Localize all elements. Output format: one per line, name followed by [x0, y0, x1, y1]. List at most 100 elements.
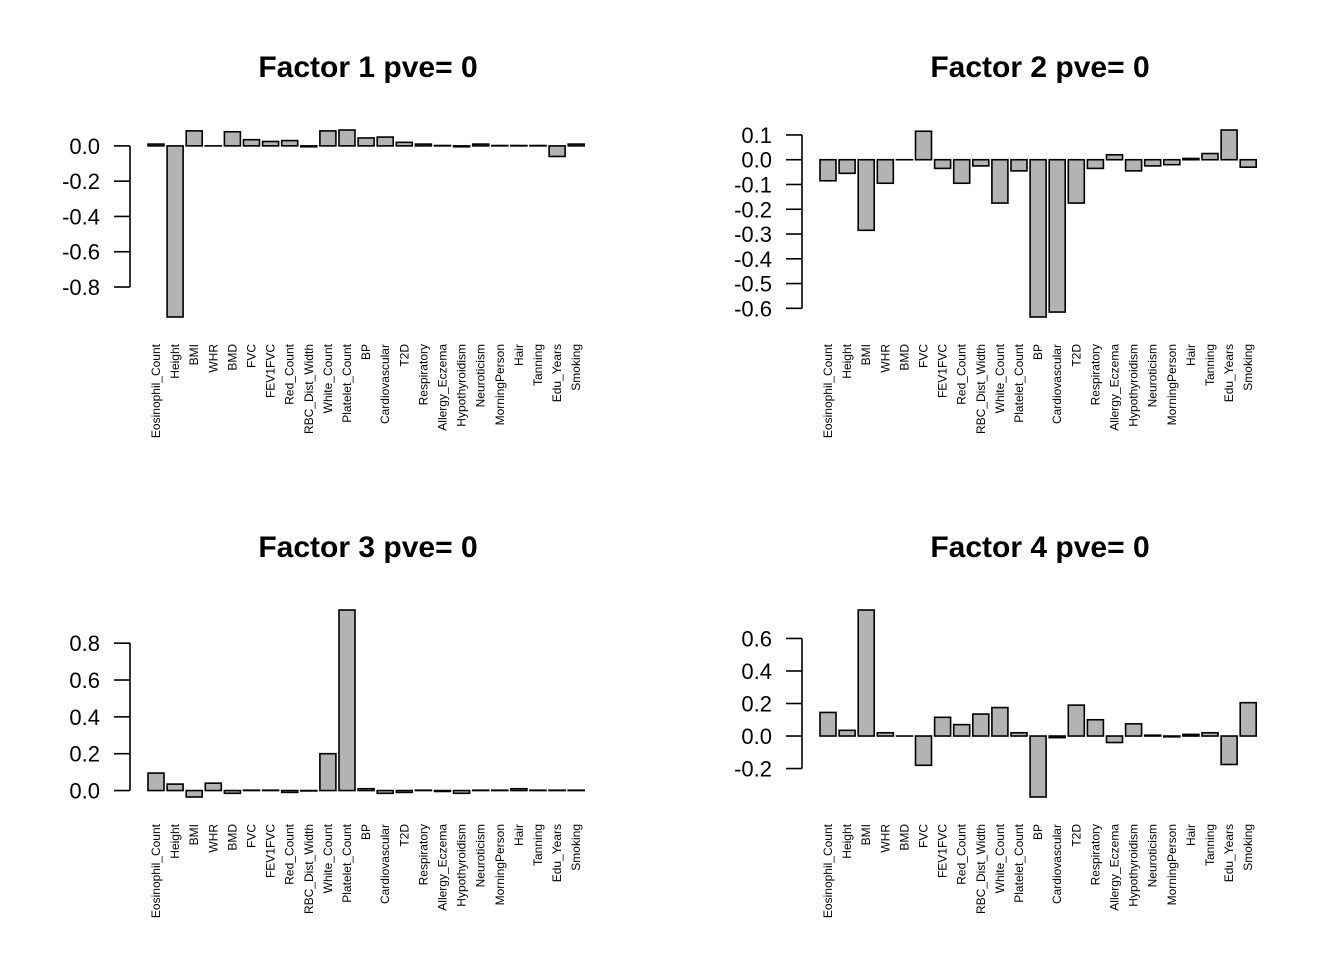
y-tick-label: 0.2 [741, 692, 772, 717]
y-tick-label: 0.6 [741, 626, 772, 651]
bar-T2D [1067, 704, 1086, 737]
bar-Red_Count [280, 789, 299, 794]
x-tick-label: Cardiovascular [1050, 344, 1064, 424]
bar-T2D [395, 789, 414, 794]
y-tick-label: -0.3 [734, 222, 772, 247]
x-tick-label: T2D [397, 824, 411, 847]
bar-White_Count [319, 752, 337, 792]
bar-Edu_Years [1220, 735, 1238, 766]
x-tick-label: Allergy_Eczema [1108, 344, 1122, 431]
x-tick-label: Cardiovascular [378, 344, 392, 424]
bar-White_Count [991, 158, 1009, 204]
bar-Platelet_Count [1010, 158, 1028, 172]
bar-FEV1FVC [933, 716, 952, 737]
bar-FEV1FVC [933, 158, 952, 170]
factor-2-panel: Factor 2 pve= 0 Eosinophil_Count Height BM… [734, 51, 1257, 438]
bar-White_Count [991, 706, 1009, 737]
bar-T2D [395, 141, 414, 147]
bar-BMI [185, 130, 203, 147]
y-tick-label: 0.0 [69, 779, 100, 804]
bar-Height [838, 158, 856, 175]
x-tick-label: Platelet_Count [340, 343, 354, 422]
factor-1-title: Factor 1 pve= 0 [258, 51, 477, 84]
bar-BMI [185, 789, 203, 798]
x-tick-label: Respiratory [1088, 344, 1102, 405]
bar-Cardiovascular [1048, 735, 1066, 739]
x-tick-label: Height [168, 823, 182, 858]
bar-FVC [914, 130, 933, 161]
x-tick-label: Hair [1184, 344, 1198, 366]
x-tick-label: T2D [1069, 344, 1083, 367]
x-tick-label: BMI [859, 824, 873, 845]
bar-BMI [857, 609, 876, 737]
bar-WHR [876, 731, 895, 737]
bar-BMD [223, 789, 242, 795]
x-tick-label: Height [840, 343, 854, 378]
x-tick-label: Hypothyroidism [455, 344, 469, 427]
bar-BMD [223, 130, 242, 147]
bar-Respiratory [414, 143, 433, 147]
x-tick-label: Respiratory [416, 344, 430, 405]
x-tick-label: White_Count [321, 823, 335, 893]
x-tick-label: Respiratory [416, 824, 430, 885]
x-tick-label: BP [1031, 344, 1045, 360]
bar-Edu_Years [548, 145, 566, 158]
x-tick-label: BMD [897, 344, 911, 371]
bar-RBC_Dist_Width [971, 158, 990, 167]
bar-Hair [1182, 157, 1200, 161]
bar-Red_Count [952, 158, 971, 185]
x-tick-label: Eosinophil_Count [149, 823, 163, 918]
bar-Eosinophil_Count [147, 143, 165, 147]
x-tick-label: WHR [206, 344, 220, 373]
bar-BP [357, 137, 375, 147]
x-tick-label: FEV1FVC [936, 824, 950, 878]
x-tick-label: BMI [187, 824, 201, 845]
x-tick-label: Platelet_Count [1012, 823, 1026, 902]
bar-WHR [876, 158, 895, 185]
x-tick-label: Eosinophil_Count [821, 823, 835, 918]
y-tick-label: 0.6 [69, 668, 100, 693]
x-tick-label: RBC_Dist_Width [974, 824, 988, 914]
y-tick-label: 0.0 [741, 724, 772, 749]
x-tick-label: Edu_Years [1222, 344, 1236, 402]
x-tick-label: Edu_Years [550, 344, 564, 402]
bar-BMI [857, 158, 876, 232]
y-tick-label: 0.8 [69, 631, 100, 656]
y-tick-label: 0.1 [741, 123, 772, 148]
y-tick-label: 0.4 [69, 705, 100, 730]
y-tick-label: -0.4 [62, 204, 100, 229]
x-tick-label: Smoking [1241, 824, 1255, 871]
x-tick-label: White_Count [993, 823, 1007, 893]
x-tick-label: WHR [206, 824, 220, 853]
bar-Cardiovascular [1048, 158, 1066, 313]
x-tick-label: Hair [512, 344, 526, 366]
x-tick-label: RBC_Dist_Width [302, 824, 316, 914]
x-tick-label: Eosinophil_Count [821, 343, 835, 438]
x-tick-label: Height [168, 343, 182, 378]
y-tick-label: -0.4 [734, 247, 772, 272]
x-tick-label: Neuroticism [1146, 824, 1160, 887]
bar-Platelet_Count [338, 129, 356, 147]
x-tick-label: Red_Count [955, 823, 969, 884]
bar-White_Count [319, 130, 337, 147]
factor-4-panel: Factor 4 pve= 0 Eosinophil_Count Height BM… [734, 531, 1257, 918]
bar-Hair [1182, 733, 1200, 737]
factor-3-title: Factor 3 pve= 0 [258, 531, 477, 564]
bar-Edu_Years [1220, 129, 1238, 161]
bar-Smoking [567, 143, 586, 147]
x-tick-label: RBC_Dist_Width [302, 344, 316, 434]
bar-RBC_Dist_Width [299, 145, 318, 148]
bar-BP [357, 787, 375, 792]
x-tick-label: FEV1FVC [264, 344, 278, 398]
x-tick-label: Platelet_Count [1012, 343, 1026, 422]
bar-Hypothyroidism [452, 789, 471, 795]
x-tick-label: Tanning [1203, 344, 1217, 386]
x-tick-label: Allergy_Eczema [436, 344, 450, 431]
y-tick-label: -0.6 [734, 296, 772, 321]
bar-WHR [204, 782, 223, 792]
x-tick-label: FEV1FVC [264, 824, 278, 878]
bar-FVC [242, 138, 261, 147]
bar-Height [166, 145, 184, 318]
x-tick-label: FVC [245, 824, 259, 848]
x-tick-label: Neuroticism [474, 344, 488, 407]
